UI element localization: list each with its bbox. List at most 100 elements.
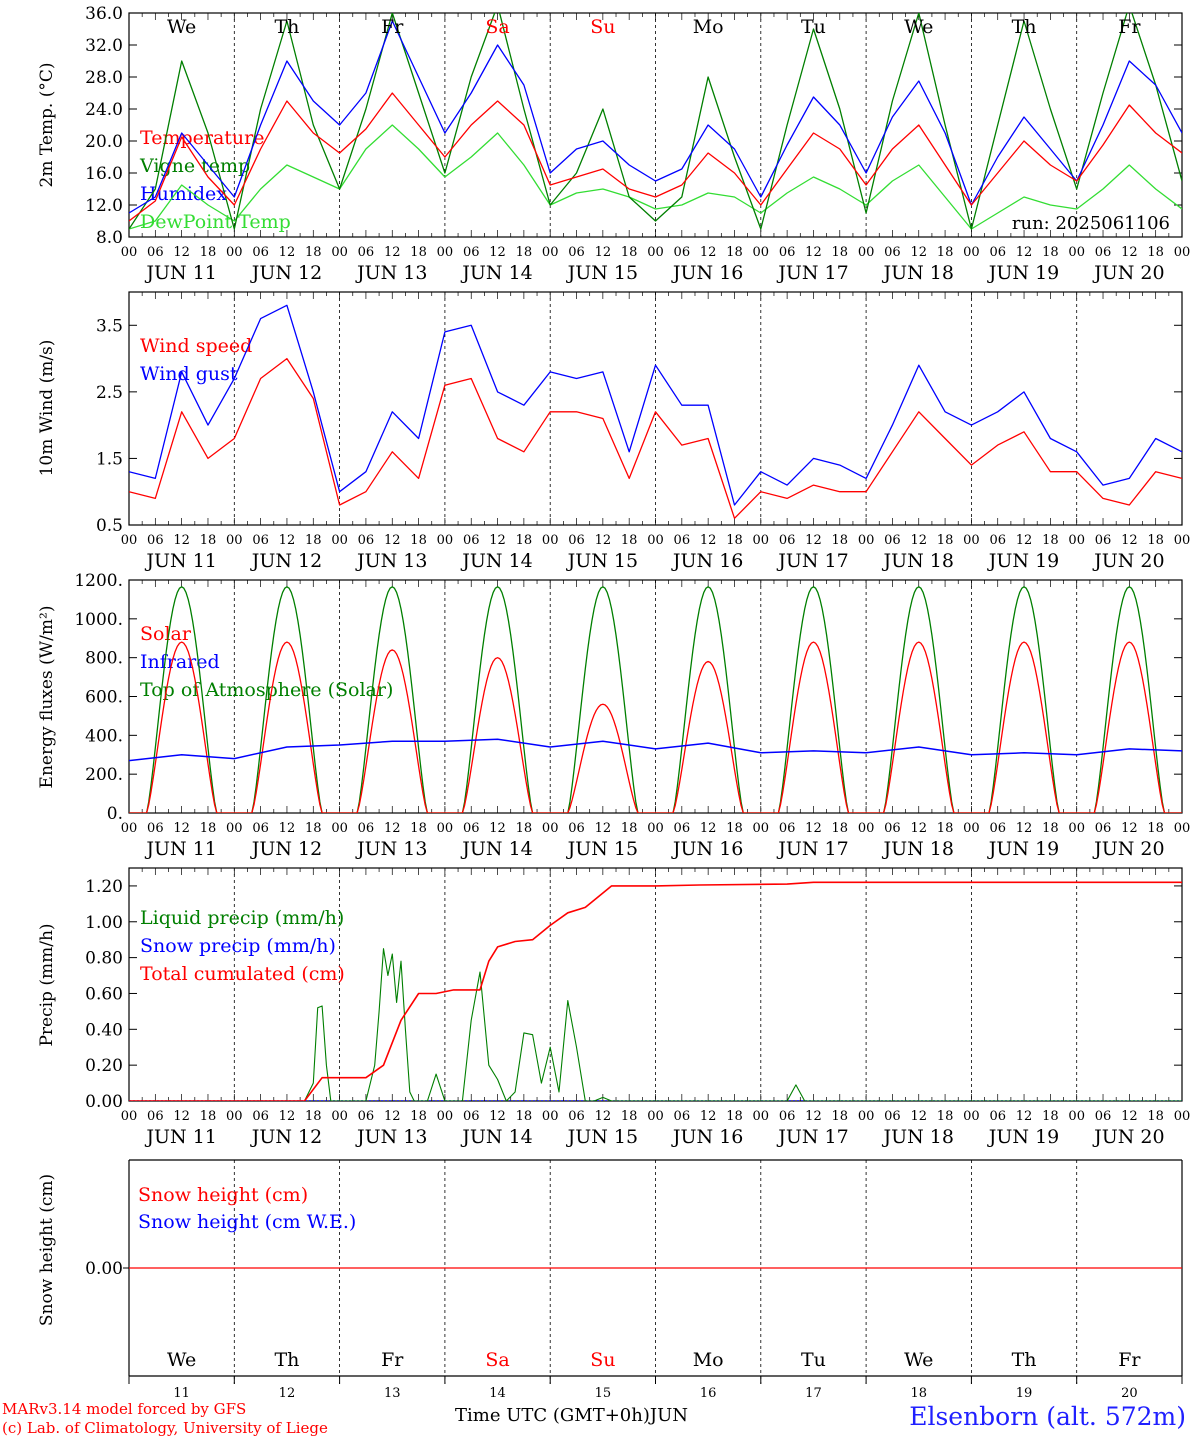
hour-tick-label: 00 xyxy=(1068,245,1085,260)
hour-tick-label: 12 xyxy=(279,533,296,548)
hour-tick-label: 12 xyxy=(1121,1109,1138,1124)
series-line-dewpoint-temp xyxy=(129,124,1182,230)
hour-tick-label: 06 xyxy=(147,245,164,260)
hour-tick-label: 12 xyxy=(384,821,401,836)
hour-tick-label: 12 xyxy=(700,1109,717,1124)
y-tick-label: 1200. xyxy=(74,571,123,591)
weekday-label: Mo xyxy=(693,16,724,38)
hour-tick-label: 12 xyxy=(173,821,190,836)
legend-entry: Liquid precip (mm/h) xyxy=(140,907,344,929)
series-line-total-cumulated-cm- xyxy=(129,881,1182,1101)
day-label: JUN 15 xyxy=(566,838,638,860)
y-tick-label: 0.40 xyxy=(85,1020,123,1040)
hour-tick-label: 06 xyxy=(884,245,901,260)
hour-tick-label: 00 xyxy=(226,245,243,260)
y-tick-label: 32.0 xyxy=(85,36,123,56)
hour-tick-label: 06 xyxy=(252,245,269,260)
hour-tick-label: 00 xyxy=(121,1109,138,1124)
hour-tick-label: 00 xyxy=(647,533,664,548)
legend-entry: Total cumulated (cm) xyxy=(140,963,345,985)
hour-tick-label: 00 xyxy=(331,821,348,836)
weekday-label: Th xyxy=(1012,1349,1037,1371)
series-group xyxy=(129,13,1182,230)
hour-tick-label: 06 xyxy=(989,533,1006,548)
hour-tick-label: 12 xyxy=(173,245,190,260)
hour-tick-label: 00 xyxy=(121,533,138,548)
hour-tick-label: 12 xyxy=(489,533,506,548)
hour-tick-label: 18 xyxy=(1042,245,1059,260)
weekday-label: Tu xyxy=(801,1349,826,1371)
hour-tick-label: 00 xyxy=(963,245,980,260)
hour-tick-label: 12 xyxy=(279,1109,296,1124)
y-tick-label: 3.5 xyxy=(96,316,123,336)
hour-tick-label: 00 xyxy=(753,245,770,260)
day-label: JUN 19 xyxy=(987,838,1059,860)
y-axis-label: Energy fluxes (W/m²) xyxy=(37,606,57,789)
hour-tick-label: 00 xyxy=(331,1109,348,1124)
hour-tick-label: 18 xyxy=(516,1109,533,1124)
y-tick-label: 20.0 xyxy=(85,132,123,152)
day-label: JUN 11 xyxy=(144,838,216,860)
hour-tick-label: 12 xyxy=(1121,245,1138,260)
hour-tick-label: 00 xyxy=(963,821,980,836)
hour-tick-label: 06 xyxy=(568,821,585,836)
panel-wind: 0.5 1.5 2.5 3.5 10m Wind (m/s) 00 06 12 18 00 06 12… xyxy=(37,291,1190,572)
hour-tick-label: 00 xyxy=(753,821,770,836)
legend-entry: Snow height (cm W.E.) xyxy=(138,1211,356,1233)
hour-tick-label: 00 xyxy=(437,821,454,836)
hour-tick-label: 18 xyxy=(200,245,217,260)
legend-entry: Snow precip (mm/h) xyxy=(140,935,336,957)
hour-tick-label: 18 xyxy=(305,1109,322,1124)
series-line-humidex xyxy=(129,20,1182,214)
weekday-label: Th xyxy=(274,1349,299,1371)
day-label: JUN 17 xyxy=(776,838,848,860)
hour-tick-label: 00 xyxy=(753,1109,770,1124)
hour-tick-label: 06 xyxy=(252,1109,269,1124)
weekday-label: Sa xyxy=(485,1349,509,1371)
legend-entry: Temperature xyxy=(140,127,264,149)
hour-tick-label: 18 xyxy=(200,1109,217,1124)
y-tick-label: 2.5 xyxy=(96,383,123,403)
hour-tick-label: 00 xyxy=(1174,1109,1191,1124)
hour-tick-label: 00 xyxy=(858,533,875,548)
y-tick-label: 1.5 xyxy=(96,449,123,469)
series-line-solar xyxy=(129,641,1182,813)
day-number-label: 20 xyxy=(1121,1386,1138,1401)
hour-tick-label: 12 xyxy=(595,1109,612,1124)
day-label: JUN 20 xyxy=(1092,1126,1164,1148)
hour-tick-label: 00 xyxy=(963,1109,980,1124)
hour-tick-label: 06 xyxy=(252,533,269,548)
day-number-label: 19 xyxy=(1016,1386,1033,1401)
weekday-label: Fr xyxy=(1118,1349,1141,1371)
hour-tick-label: 00 xyxy=(858,821,875,836)
hour-tick-label: 00 xyxy=(1068,1109,1085,1124)
hour-tick-label: 06 xyxy=(1095,821,1112,836)
weekday-label: We xyxy=(167,16,196,38)
day-label: JUN 16 xyxy=(671,1126,743,1148)
hour-tick-label: 00 xyxy=(647,1109,664,1124)
hour-tick-label: 18 xyxy=(937,1109,954,1124)
series-line-top-of-atmosphere xyxy=(129,586,1182,813)
day-label: JUN 13 xyxy=(355,262,427,284)
panel-temperature: 8.0 12.0 16.0 20.0 24.0 28.0 32.0 36.0 2m Temp. … xyxy=(37,4,1190,284)
y-tick-label: 0.60 xyxy=(85,984,123,1004)
day-label: JUN 19 xyxy=(987,262,1059,284)
y-tick-label: 16.0 xyxy=(85,164,123,184)
day-label: JUN 19 xyxy=(987,550,1059,572)
legend-entry: Snow height (cm) xyxy=(138,1184,308,1206)
hour-tick-label: 00 xyxy=(331,533,348,548)
hour-tick-label: 00 xyxy=(1068,533,1085,548)
legend-entry: Infrared xyxy=(140,651,220,673)
hour-tick-label: 00 xyxy=(437,1109,454,1124)
day-label: JUN 18 xyxy=(882,550,954,572)
hour-tick-label: 12 xyxy=(805,821,822,836)
day-label: JUN 16 xyxy=(671,838,743,860)
hour-tick-label: 00 xyxy=(226,1109,243,1124)
y-axis-label: Snow height (cm) xyxy=(37,1174,57,1326)
hour-tick-label: 00 xyxy=(1174,821,1191,836)
day-number-label: 16 xyxy=(700,1386,717,1401)
day-label: JUN 20 xyxy=(1092,838,1164,860)
series-line-vigne-temp xyxy=(129,13,1182,230)
hour-tick-label: 18 xyxy=(200,533,217,548)
